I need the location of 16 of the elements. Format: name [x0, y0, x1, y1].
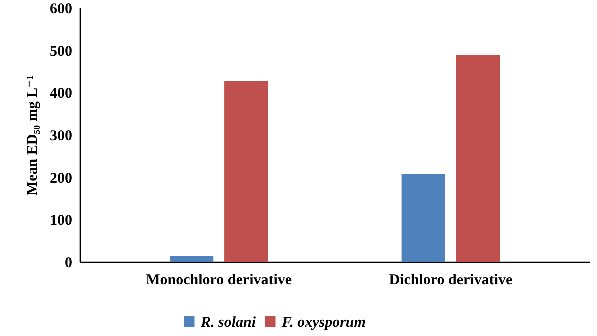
y-tick-label: 400 — [50, 86, 72, 102]
bar — [224, 81, 268, 262]
bar — [170, 256, 214, 262]
bar — [402, 174, 446, 262]
y-tick-label: 600 — [50, 2, 72, 18]
y-tick-label: 0 — [65, 256, 72, 272]
legend-label: R. solani — [200, 314, 257, 331]
y-axis-title: Mean ED₅₀ mg L⁻¹ — [25, 75, 41, 196]
y-tick-label: 100 — [50, 213, 72, 230]
y-tick-label: 200 — [50, 170, 72, 187]
y-tick-label: 300 — [50, 128, 72, 144]
legend-label: F. oxysporum — [281, 314, 366, 331]
y-tick-label: 500 — [50, 44, 72, 60]
bar — [456, 54, 500, 262]
x-tick-label: Dichloro derivative — [389, 272, 513, 288]
x-tick-label: Monochloro derivative — [146, 272, 292, 288]
